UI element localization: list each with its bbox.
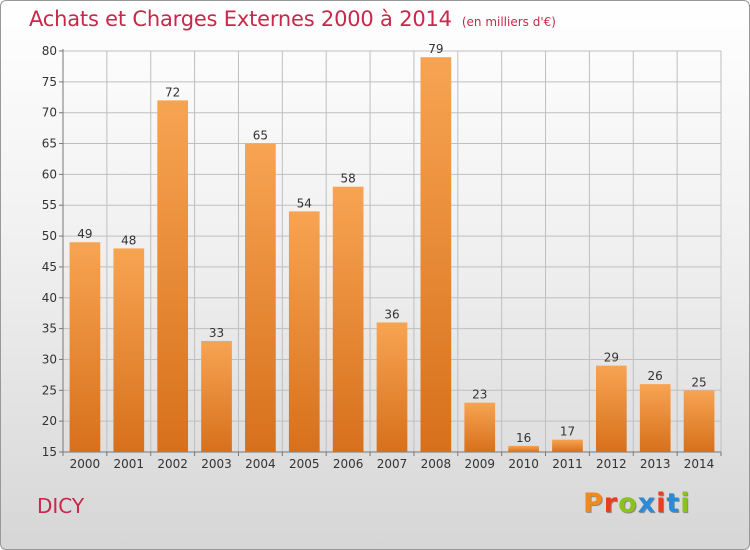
y-tick-label: 30 — [42, 352, 57, 366]
y-tick-label: 75 — [42, 75, 57, 89]
y-tick-label: 55 — [42, 198, 57, 212]
y-tick-label: 70 — [42, 106, 57, 120]
data-label-2012: 29 — [604, 351, 619, 365]
bar-2006 — [332, 186, 364, 452]
x-tick-label-2006: 2006 — [333, 457, 364, 471]
x-tick-label-2004: 2004 — [245, 457, 276, 471]
data-label-2010: 16 — [516, 431, 531, 445]
data-label-2011: 17 — [560, 425, 575, 439]
logo-letter: i — [680, 488, 691, 519]
bar-2012 — [595, 365, 627, 452]
chart-title-main: Achats et Charges Externes 2000 à 2014 — [29, 7, 452, 31]
x-tick-label-2005: 2005 — [289, 457, 320, 471]
bar-2009 — [464, 402, 496, 452]
bar-2002 — [157, 100, 189, 452]
data-label-2003: 33 — [209, 326, 224, 340]
bars — [69, 57, 715, 453]
bar-2010 — [508, 445, 539, 452]
x-tick-label-2002: 2002 — [157, 457, 188, 471]
data-label-2001: 48 — [121, 233, 136, 247]
data-label-2013: 26 — [648, 369, 663, 383]
bar-2000 — [69, 242, 101, 452]
x-tick-label-2013: 2013 — [640, 457, 671, 471]
bar-2005 — [288, 211, 320, 452]
y-tick-label: 20 — [42, 414, 57, 428]
data-label-2007: 36 — [384, 307, 399, 321]
logo-letter: i — [656, 488, 667, 519]
logo-letter: P — [583, 488, 604, 519]
bar-2008 — [420, 57, 452, 453]
x-tick-label-2001: 2001 — [114, 457, 145, 471]
y-tick-label: 80 — [42, 44, 57, 58]
logo-letter: r — [603, 488, 619, 519]
x-tick-label-2011: 2011 — [552, 457, 583, 471]
x-tick-label-2012: 2012 — [596, 457, 627, 471]
data-label-2005: 54 — [297, 196, 312, 210]
data-label-2006: 58 — [340, 172, 355, 186]
y-tick-label: 60 — [42, 167, 57, 181]
bar-2013 — [639, 384, 671, 452]
logo-letter: t — [666, 488, 681, 519]
chart-title: Achats et Charges Externes 2000 à 2014 (e… — [29, 7, 556, 31]
y-tick-label: 25 — [42, 383, 57, 397]
bar-2001 — [113, 248, 145, 452]
x-tick-label-2007: 2007 — [377, 457, 408, 471]
labels: 15 20 25 30 35 40 45 50 55 60 65 70 75 80 49 2000 48 2001… — [42, 42, 715, 471]
chart-unit-label: (en milliers d'€) — [461, 15, 556, 29]
data-label-2002: 72 — [165, 85, 180, 99]
bar-2014 — [683, 390, 715, 452]
y-tick-label: 15 — [42, 445, 57, 459]
y-tick-label: 35 — [42, 322, 57, 336]
bar-2007 — [376, 322, 408, 452]
x-tick-label-2000: 2000 — [70, 457, 101, 471]
y-tick-label: 65 — [42, 137, 57, 151]
data-label-2000: 49 — [77, 227, 92, 241]
bar-2011 — [552, 439, 583, 452]
logo-letter: x — [637, 488, 657, 519]
x-tick-label-2008: 2008 — [421, 457, 452, 471]
x-tick-label-2003: 2003 — [201, 457, 232, 471]
x-tick-label-2009: 2009 — [464, 457, 495, 471]
bar-2003 — [201, 340, 232, 452]
data-label-2009: 23 — [472, 388, 487, 402]
data-label-2004: 65 — [253, 129, 268, 143]
x-tick-label-2010: 2010 — [508, 457, 539, 471]
data-label-2008: 79 — [428, 42, 443, 56]
commune-name: DICY — [37, 494, 85, 518]
y-tick-label: 45 — [42, 260, 57, 274]
y-tick-label: 50 — [42, 229, 57, 243]
y-tick-label: 40 — [42, 291, 57, 305]
logo-letter: o — [618, 488, 638, 519]
x-tick-label-2014: 2014 — [684, 457, 715, 471]
bar-2004 — [245, 143, 276, 453]
proxiti-logo: Proxiti — [583, 488, 691, 519]
data-label-2014: 25 — [691, 375, 706, 389]
